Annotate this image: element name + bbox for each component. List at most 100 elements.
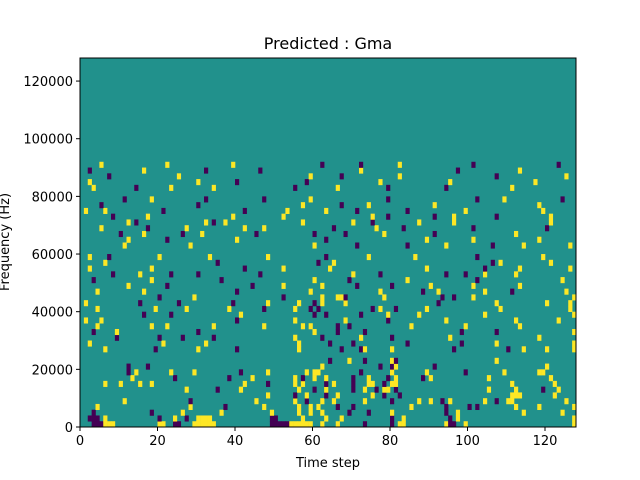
heatmap-cell <box>173 375 178 382</box>
heatmap-cell <box>421 288 426 295</box>
heatmap-cell <box>448 398 453 405</box>
heatmap-cell <box>312 242 317 249</box>
heatmap-cell <box>83 317 89 324</box>
heatmap-cell <box>355 207 360 214</box>
heatmap-cell <box>95 323 100 330</box>
heatmap-cell <box>142 311 147 318</box>
heatmap-cell <box>572 421 577 428</box>
heatmap-cell <box>494 357 499 364</box>
heatmap-cell <box>103 380 108 387</box>
heatmap-cell <box>204 167 209 174</box>
heatmap-cell <box>494 213 499 220</box>
heatmap-cell <box>428 398 433 405</box>
heatmap-cell <box>269 421 275 428</box>
heatmap-cell <box>297 346 302 353</box>
heatmap-cell <box>541 369 546 376</box>
heatmap-cell <box>320 363 325 370</box>
heatmap-cell <box>424 265 430 272</box>
heatmap-cell <box>134 369 139 376</box>
heatmap-cell <box>347 323 352 330</box>
heatmap-cell <box>564 288 569 295</box>
heatmap-cell <box>401 225 406 232</box>
heatmap-cell <box>281 213 286 220</box>
heatmap-cell <box>483 311 488 318</box>
heatmap-cell <box>180 334 185 341</box>
heatmap-cell <box>494 398 499 405</box>
heatmap-cell <box>103 421 108 428</box>
heatmap-cell <box>390 363 395 370</box>
heatmap-cell <box>424 236 430 243</box>
heatmap-cell <box>359 346 364 353</box>
heatmap-cell <box>560 196 565 203</box>
heatmap-cell <box>114 328 120 336</box>
heatmap-cell <box>510 392 515 399</box>
heatmap-cell <box>293 317 298 324</box>
heatmap-cell <box>281 265 286 272</box>
heatmap-cell <box>514 271 519 278</box>
heatmap-cell <box>200 421 205 428</box>
heatmap-cell <box>204 196 209 203</box>
heatmap-cell <box>196 271 201 278</box>
heatmap-cell <box>483 265 488 272</box>
heatmap-cell <box>149 196 154 203</box>
heatmap-cell <box>343 300 348 307</box>
heatmap-cell <box>448 421 453 428</box>
heatmap-cell <box>335 294 340 301</box>
heatmap-cell <box>312 369 317 376</box>
heatmap-cell <box>312 386 317 393</box>
heatmap-cell <box>157 421 162 428</box>
heatmap-cell <box>444 409 449 416</box>
heatmap-cell <box>328 357 333 364</box>
heatmap-cell <box>444 271 449 278</box>
heatmap-cell <box>211 323 216 330</box>
heatmap-cell <box>401 415 406 422</box>
heatmap-cell <box>359 369 364 376</box>
heatmap-cell <box>312 328 317 336</box>
heatmap-cell <box>281 421 286 428</box>
heatmap-cell <box>463 323 468 330</box>
heatmap-cell <box>572 340 577 347</box>
heatmap-cell <box>366 409 371 416</box>
heatmap-cell <box>533 179 538 186</box>
heatmap-cell <box>188 403 193 411</box>
heatmap-cell <box>297 409 302 416</box>
heatmap-cell <box>390 346 395 353</box>
heatmap-cell <box>196 346 201 353</box>
heatmap-cell <box>545 346 550 353</box>
heatmap-cell <box>308 288 313 295</box>
plot-area <box>79 57 577 428</box>
y-tick-label: 40000 <box>32 306 73 321</box>
heatmap-cell <box>517 265 523 272</box>
heatmap-cell <box>393 363 399 370</box>
heatmap-cell <box>312 300 317 307</box>
heatmap-cell <box>335 184 340 191</box>
heatmap-cell <box>320 398 325 405</box>
heatmap-cell <box>227 305 232 312</box>
heatmap-cell <box>448 179 453 186</box>
heatmap-cell <box>498 305 503 312</box>
heatmap-cell <box>517 167 523 174</box>
heatmap-cell <box>204 421 209 428</box>
heatmap-cell <box>514 317 519 324</box>
heatmap-cell <box>463 421 468 428</box>
heatmap-cell <box>490 242 495 249</box>
heatmap-cell <box>401 421 406 428</box>
heatmap-cell <box>91 415 96 422</box>
heatmap-cell <box>285 207 290 214</box>
heatmap-cell <box>548 375 554 382</box>
heatmap-cell <box>122 242 127 249</box>
x-tick-label: 40 <box>227 434 244 449</box>
y-tick-label: 120000 <box>23 75 73 90</box>
heatmap-cell <box>502 196 507 203</box>
heatmap-cell <box>126 282 131 289</box>
heatmap-cell <box>370 305 375 312</box>
heatmap-cell <box>355 282 360 289</box>
heatmap-cell <box>281 294 286 301</box>
heatmap-cell <box>355 242 360 249</box>
heatmap-cell <box>537 202 542 209</box>
heatmap-cell <box>312 375 317 382</box>
heatmap-cell <box>180 409 185 416</box>
heatmap-cell <box>572 415 577 422</box>
heatmap-cell <box>204 340 209 347</box>
